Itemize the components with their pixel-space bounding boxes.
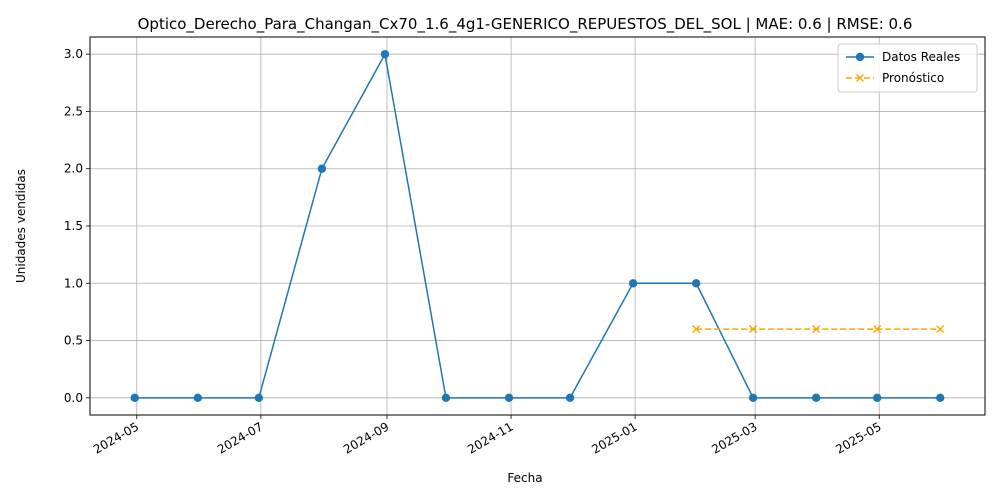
marker-stroke (873, 325, 882, 334)
y-tick-label: 0.0 (64, 391, 83, 405)
marker-stroke (749, 325, 758, 334)
marker-stroke (936, 325, 945, 334)
data-point (812, 325, 821, 334)
y-tick-label: 2.0 (64, 162, 83, 176)
data-point (811, 393, 821, 403)
series-layer (130, 49, 945, 403)
legend-marker (856, 74, 864, 82)
data-point (872, 393, 882, 403)
data-point (130, 393, 139, 403)
data-point (628, 279, 638, 288)
legend: Datos Reales Pronóstico (837, 43, 978, 93)
y-tick-label: 2.5 (64, 104, 83, 118)
data-point (748, 393, 758, 403)
data-point (317, 164, 327, 173)
series-line (134, 51, 941, 399)
data-point (749, 325, 758, 334)
data-point (692, 325, 701, 334)
y-axis: 0.0 0.5 1.0 1.5 2.0 2.5 3.0 (64, 47, 90, 405)
marker-stroke (856, 74, 864, 82)
data-point (691, 279, 701, 288)
y-tick-label: 1.5 (64, 219, 83, 233)
marker-stroke (692, 325, 701, 334)
x-axis-label: Fecha (507, 471, 542, 485)
legend-marker (855, 52, 865, 62)
data-point (936, 393, 945, 403)
chart-title: Optico_Derecho_Para_Changan_Cx70_1.6_4g1… (138, 15, 913, 34)
data-point (254, 393, 264, 403)
data-point (441, 393, 451, 403)
y-tick-label: 1.0 (64, 276, 83, 290)
y-tick-label: 3.0 (64, 47, 83, 61)
data-point (380, 49, 390, 59)
marker-stroke (812, 325, 821, 334)
data-point (873, 325, 882, 334)
data-point (936, 325, 945, 334)
legend-label: Pronóstico (882, 71, 944, 85)
data-point (193, 393, 203, 403)
data-point (565, 393, 575, 403)
legend-label: Datos Reales (882, 50, 960, 64)
legend-frame (837, 43, 978, 93)
data-point (504, 393, 514, 403)
y-tick-label: 0.5 (64, 334, 83, 348)
y-axis-label: Unidades vendidas (14, 169, 28, 283)
